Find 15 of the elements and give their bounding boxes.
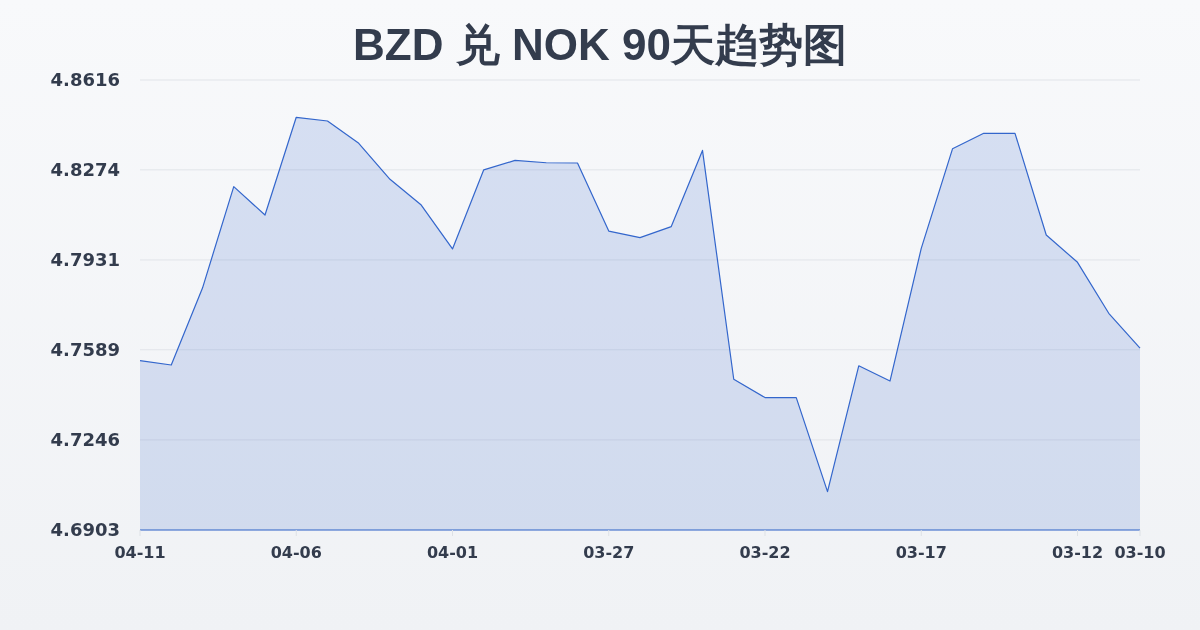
x-tick-label: 04-11 [114, 543, 166, 562]
chart-title: BZD 兑 NOK 90天趋势图 [353, 20, 847, 69]
x-tick-label: 03-27 [583, 543, 635, 562]
x-tick-label: 04-01 [426, 543, 479, 562]
x-tick-label: 04-06 [270, 543, 322, 562]
y-tick-label: 4.8616 [50, 69, 120, 91]
y-tick-label: 4.6903 [50, 519, 120, 541]
x-tick-label: 03-17 [895, 543, 947, 562]
y-tick-label: 4.7589 [50, 339, 120, 361]
x-tick-label: 03-10 [1114, 543, 1166, 562]
y-tick-label: 4.8274 [50, 159, 120, 181]
x-tick-label: 03-12 [1051, 543, 1104, 562]
y-tick-label: 4.7931 [50, 249, 120, 271]
y-tick-label: 4.7246 [50, 429, 120, 451]
x-tick-label: 03-22 [739, 543, 791, 562]
